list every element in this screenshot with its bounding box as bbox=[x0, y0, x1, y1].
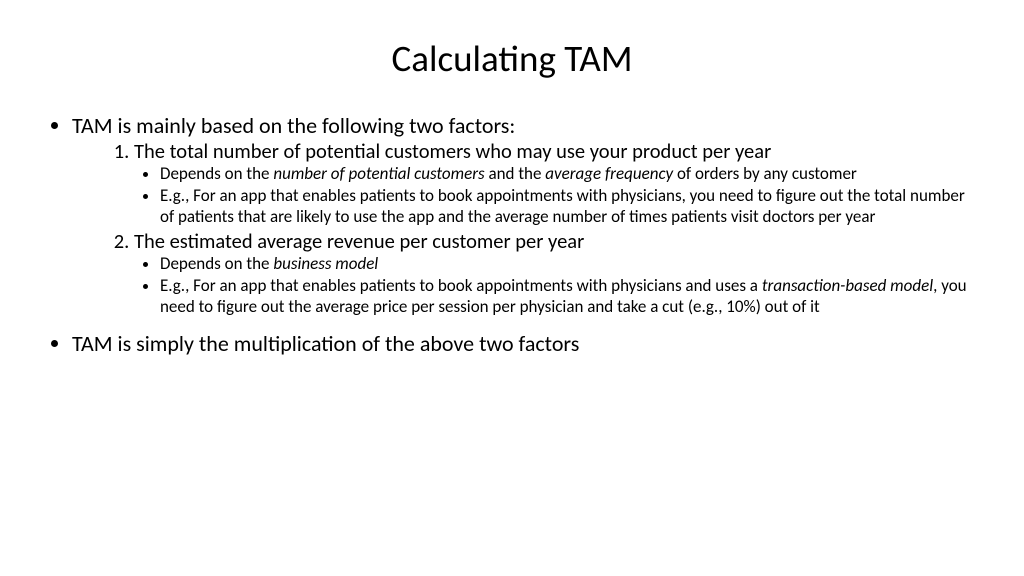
slide-title: Calculating TAM bbox=[52, 36, 972, 81]
slide-container: Calculating TAM TAM is mainly based on t… bbox=[0, 0, 1024, 576]
factor-2-sub-2: E.g., For an app that enables patients t… bbox=[160, 276, 972, 317]
bullet-factors-intro: TAM is mainly based on the following two… bbox=[72, 113, 972, 317]
slide-body: TAM is mainly based on the following two… bbox=[52, 113, 972, 357]
main-bullet-list-2: TAM is simply the multiplication of the … bbox=[52, 331, 972, 357]
main-bullet-list: TAM is mainly based on the following two… bbox=[52, 113, 972, 317]
bullet-factors-intro-text: TAM is mainly based on the following two… bbox=[72, 112, 515, 139]
factor-2-label: The estimated average revenue per custom… bbox=[134, 228, 584, 254]
bullet-conclusion: TAM is simply the multiplication of the … bbox=[72, 331, 972, 357]
factor-2-sub-1: Depends on the business model bbox=[160, 254, 972, 274]
factor-1: The total number of potential customers … bbox=[134, 139, 972, 227]
factor-2: The estimated average revenue per custom… bbox=[134, 229, 972, 317]
factor-1-sub-2: E.g., For an app that enables patients t… bbox=[160, 186, 972, 227]
factor-1-sublist: Depends on the number of potential custo… bbox=[134, 164, 972, 227]
numbered-list: The total number of potential customers … bbox=[72, 139, 972, 317]
factor-2-sublist: Depends on the business model E.g., For … bbox=[134, 254, 972, 317]
factor-1-label: The total number of potential customers … bbox=[134, 138, 771, 164]
factor-1-sub-1: Depends on the number of potential custo… bbox=[160, 164, 972, 184]
